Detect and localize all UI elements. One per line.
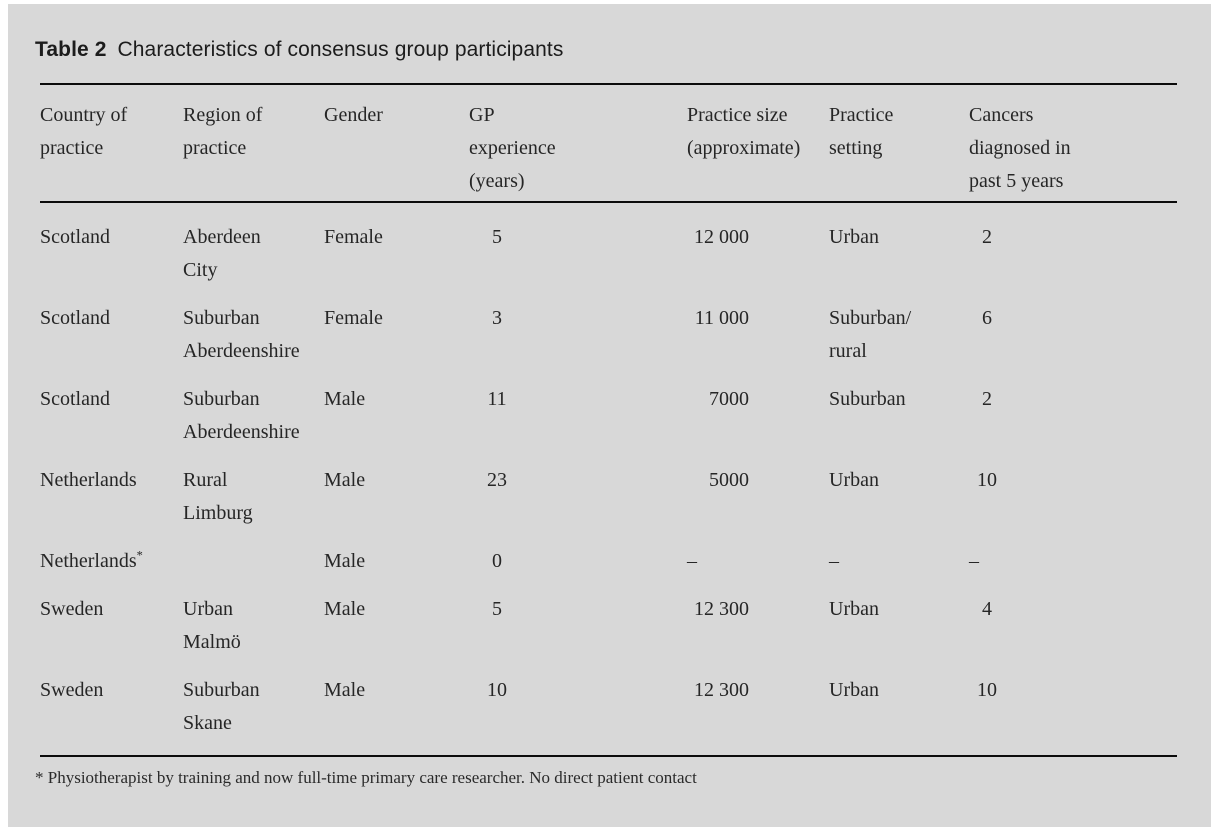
column-header-country: Country of practice (40, 104, 128, 159)
numeric-value: 12 000 (694, 226, 749, 248)
numeric-value: 3 (492, 307, 502, 329)
table-cell: Sweden (40, 679, 104, 701)
table-cell: 0 (469, 545, 687, 593)
table-content: Table 2 Characteristics of consensus grou… (8, 4, 1211, 788)
table-cell: Aberdeen City (183, 226, 261, 281)
table-cell: Male (324, 550, 366, 572)
numeric-value: 11 (487, 388, 507, 410)
table-row: Sweden Suburban Skane Male 10 12 300 Urban 10 (40, 674, 1177, 756)
table-cell: Female (324, 226, 383, 248)
numeric-value: 23 (487, 469, 507, 491)
table-cell: Netherlands (40, 469, 137, 491)
table-cell: 3 (469, 302, 687, 383)
table-cell: Suburban Aberdeenshire (183, 388, 300, 443)
table-cell: Urban Malmö (183, 598, 241, 653)
table-cell (183, 545, 324, 593)
table-cell: – (687, 545, 829, 593)
table-cell: 23 (469, 464, 687, 545)
table-row: Sweden Urban Malmö Male 5 12 300 Urban 4 (40, 593, 1177, 674)
table-cell: 6 (969, 302, 1177, 383)
column-header-practice-size: Practice size (approximate) (687, 104, 801, 159)
column-header-practice-setting: Practice setting (829, 104, 894, 159)
numeric-value: 5 (492, 598, 502, 620)
table-cell: Scotland (40, 226, 110, 248)
table-cell: – (969, 545, 1177, 593)
table-cell: 12 000 (687, 202, 829, 302)
table-row: Netherlands* Male 0 – – – (40, 545, 1177, 593)
table-cell: Scotland (40, 307, 110, 329)
numeric-value: 5000 (709, 469, 749, 491)
table-cell: 4 (969, 593, 1177, 674)
table-row: Netherlands Rural Limburg Male 23 5000 Urban 1… (40, 464, 1177, 545)
table-caption-label: Table 2 (35, 38, 107, 61)
table-cell: 12 300 (687, 593, 829, 674)
table-cell: Urban (829, 226, 879, 248)
table-cell: 11 000 (687, 302, 829, 383)
table-cell: Scotland (40, 388, 110, 410)
table-cell: Male (324, 598, 366, 620)
table-row: Scotland Suburban Aberdeenshire Female 3 11 … (40, 302, 1177, 383)
table-header: Country of practice Region of practice Gen… (40, 84, 1177, 202)
table-cell: Urban (829, 679, 879, 701)
numeric-value: 12 300 (694, 679, 749, 701)
header-row: Country of practice Region of practice Gen… (40, 84, 1177, 202)
table-cell: Sweden (40, 598, 104, 620)
table-cell: 2 (969, 202, 1177, 302)
numeric-value: 11 000 (694, 307, 749, 329)
numeric-value: 2 (982, 388, 992, 410)
table-cell: Male (324, 388, 366, 410)
table-cell: Suburban Skane (183, 679, 260, 734)
numeric-value: 6 (982, 307, 992, 329)
numeric-value: 2 (982, 226, 992, 248)
numeric-value: 0 (492, 550, 502, 572)
numeric-value: – (687, 550, 697, 572)
table-cell: Suburban Aberdeenshire (183, 307, 300, 362)
table-caption: Table 2 Characteristics of consensus grou… (35, 38, 1211, 62)
numeric-value: – (969, 550, 979, 572)
column-header-cancers: Cancers diagnosed in past 5 years (969, 104, 1071, 192)
column-header-gp-experience: GP experience (years) (469, 104, 556, 192)
table-body: Scotland Aberdeen City Female 5 12 000 Urban 2… (40, 202, 1177, 756)
table-cell: 10 (969, 464, 1177, 545)
table-cell: Rural Limburg (183, 469, 253, 524)
numeric-value: 10 (977, 679, 997, 701)
table-cell: Female (324, 307, 383, 329)
table-cell: 5 (469, 202, 687, 302)
table-cell: Suburban/ rural (829, 307, 912, 362)
participants-table: Country of practice Region of practice Gen… (40, 83, 1177, 757)
table-cell: Male (324, 469, 366, 491)
table-cell: 11 (469, 383, 687, 464)
table-footnote: * Physiotherapist by training and now fu… (35, 768, 697, 787)
footnote-marker: * (136, 548, 143, 563)
table-panel: Table 2 Characteristics of consensus grou… (8, 4, 1211, 827)
table-cell: Male (324, 679, 366, 701)
table-cell: 12 300 (687, 674, 829, 756)
numeric-value: 4 (982, 598, 992, 620)
table-cell: – (829, 550, 839, 572)
numeric-value: 7000 (709, 388, 749, 410)
numeric-value: 12 300 (694, 598, 749, 620)
table-caption-text: Characteristics of consensus group parti… (117, 38, 564, 61)
numeric-value: 10 (977, 469, 997, 491)
table-cell: 5 (469, 593, 687, 674)
table-cell: Suburban (829, 388, 906, 410)
table-cell: Netherlands* (40, 548, 143, 572)
table-cell: 10 (469, 674, 687, 756)
numeric-value: 5 (492, 226, 502, 248)
table-cell: 5000 (687, 464, 829, 545)
column-header-region: Region of practice (183, 104, 263, 159)
table-row: Scotland Suburban Aberdeenshire Male 11 7000… (40, 383, 1177, 464)
numeric-value: 10 (487, 679, 507, 701)
column-header-gender: Gender (324, 104, 383, 126)
table-row: Scotland Aberdeen City Female 5 12 000 Urban 2 (40, 202, 1177, 302)
table-cell: 2 (969, 383, 1177, 464)
table-cell: 10 (969, 674, 1177, 756)
table-cell: Urban (829, 469, 879, 491)
table-cell: 7000 (687, 383, 829, 464)
table-cell: Urban (829, 598, 879, 620)
